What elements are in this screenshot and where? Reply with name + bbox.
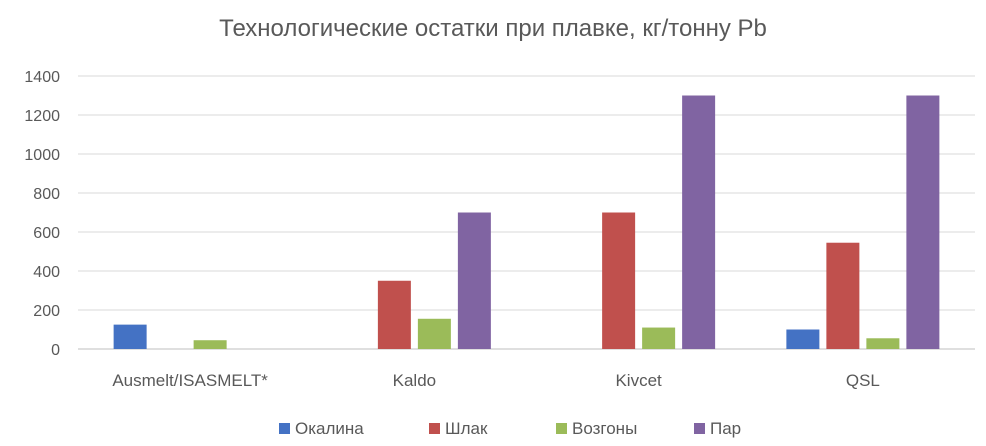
bars (113, 95, 940, 349)
bar-qsl-1 (826, 242, 860, 349)
x-category-label: Kivcet (615, 371, 662, 390)
legend-swatch (694, 423, 705, 434)
x-category-label: Kaldo (393, 371, 436, 390)
y-axis-ticks: 0 200 400 600 800 1000 1200 1400 (24, 69, 60, 359)
legend-swatch (279, 423, 290, 434)
bar-ausmelt-isasmelt--2 (193, 340, 227, 349)
bar-qsl-3 (906, 95, 940, 349)
bar-kivcet-1 (602, 212, 636, 349)
bar-kivcet-3 (682, 95, 716, 349)
y-tick-label: 0 (51, 342, 60, 359)
legend: Окалина Шлак Возгоны Пар (279, 419, 741, 438)
y-tick-label: 200 (33, 303, 60, 320)
bar-ausmelt-isasmelt--0 (113, 324, 147, 349)
chart-title: Технологические остатки при плавке, кг/т… (219, 15, 767, 42)
x-category-label: Ausmelt/ISASMELT* (112, 371, 268, 390)
legend-label: Шлак (445, 419, 488, 438)
y-tick-label: 600 (33, 225, 60, 242)
bar-qsl-0 (786, 329, 820, 349)
legend-swatch (556, 423, 567, 434)
y-tick-label: 1400 (24, 69, 60, 86)
bar-kaldo-1 (377, 280, 411, 349)
legend-label: Пар (710, 419, 741, 438)
bar-kaldo-3 (457, 212, 491, 349)
x-category-label: QSL (846, 371, 880, 390)
y-tick-label: 400 (33, 264, 60, 281)
bar-kivcet-2 (642, 327, 676, 349)
x-axis-categories: Ausmelt/ISASMELT* Kaldo Kivcet QSL (112, 371, 880, 390)
y-tick-label: 800 (33, 186, 60, 203)
legend-label: Окалина (295, 419, 364, 438)
legend-swatch (429, 423, 440, 434)
legend-label: Возгоны (572, 419, 637, 438)
y-tick-label: 1000 (24, 147, 60, 164)
grid (78, 75, 975, 350)
bar-kaldo-2 (417, 318, 451, 349)
bar-qsl-2 (866, 338, 900, 349)
y-tick-label: 1200 (24, 108, 60, 125)
